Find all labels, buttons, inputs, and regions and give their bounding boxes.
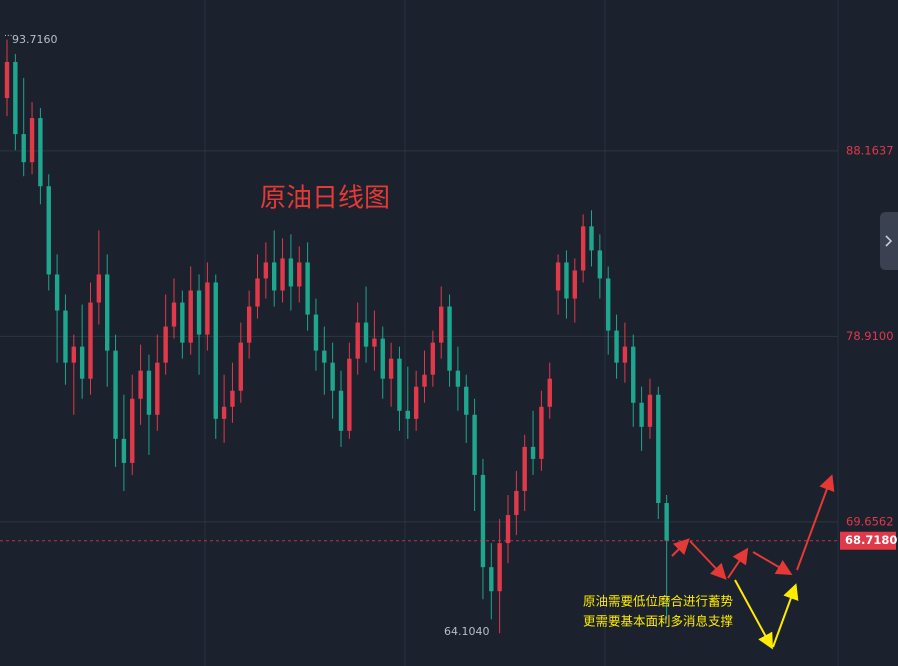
candle-body (88, 302, 93, 379)
candle-body (580, 226, 586, 271)
candle-body (439, 306, 444, 343)
candle-body (497, 543, 502, 592)
chart-title: 原油日线图 (260, 184, 390, 214)
annotation: 原油需要低位磨合进行蓄势 (583, 594, 734, 609)
y-tick-label: 69.6562 (846, 514, 894, 528)
candle-body (163, 326, 168, 363)
candle-body (263, 262, 269, 279)
candle-body (213, 282, 218, 419)
candle-body (71, 346, 76, 363)
candle-body (155, 362, 160, 415)
y-tick-label: 88.1637 (846, 143, 894, 157)
candle-body (138, 370, 143, 399)
candle-body (347, 358, 352, 431)
candle-body (622, 346, 628, 363)
annotation: 更需要基本面利多消息支撑 (583, 614, 734, 629)
candle-body (196, 290, 202, 335)
candle-body (246, 306, 252, 343)
candle-body (322, 350, 327, 363)
candle-body (388, 358, 394, 379)
candle-body (180, 302, 185, 343)
candle-body (54, 274, 60, 311)
candle-body (505, 515, 511, 544)
candle-body (121, 438, 127, 463)
candle-body (205, 282, 210, 335)
candle-body (4, 61, 10, 99)
candle-body (313, 314, 319, 351)
candle-body (514, 490, 519, 516)
candle-body (430, 342, 436, 375)
candle-body (171, 302, 177, 327)
candle-body (305, 262, 310, 315)
min-label: 64.1040 (444, 625, 490, 638)
red-arrows (671, 474, 835, 580)
candle-body (255, 278, 260, 307)
candle-body (564, 262, 569, 299)
candle-body (639, 402, 644, 427)
max-dots: ··· (4, 32, 13, 42)
candle-body (13, 61, 18, 135)
current-price-label: 68.7180 (845, 533, 897, 547)
candle-body (288, 258, 294, 287)
candle-body (96, 274, 102, 303)
candle-body (614, 330, 619, 363)
candle-body (547, 378, 552, 407)
candle-body (555, 262, 561, 291)
candle-body (464, 386, 469, 415)
candle-body (338, 390, 344, 431)
candle-body (146, 370, 152, 415)
candle-body (597, 250, 603, 279)
candle-body (455, 370, 461, 387)
candle-body (113, 350, 118, 439)
candle-body (79, 346, 85, 379)
grid (0, 150, 838, 523)
current-price-box (840, 531, 896, 550)
candle-body (372, 338, 377, 347)
candle-body (480, 474, 486, 568)
candle-body (472, 414, 477, 475)
candle-body (647, 394, 653, 427)
candle-body (522, 446, 527, 491)
candle-body (330, 362, 335, 391)
side-tab[interactable] (880, 212, 898, 270)
candle-body (272, 262, 277, 291)
candle-body (397, 358, 402, 411)
candle-body (297, 262, 302, 287)
candle-body (530, 446, 536, 459)
candle-body (238, 342, 243, 391)
candle-body (363, 322, 369, 347)
candle-body (380, 338, 385, 379)
candle-body (572, 270, 577, 299)
candle-body (489, 567, 494, 592)
candle-body (38, 118, 43, 187)
candle-body (664, 503, 669, 541)
max-label: 93.7160 (12, 33, 58, 46)
candle-body (606, 278, 611, 331)
candle-body (656, 394, 661, 504)
candle-body (280, 258, 285, 291)
candle-body (413, 386, 419, 419)
candle-body (188, 290, 193, 343)
candle-body (405, 410, 410, 419)
candle-body (422, 374, 427, 387)
candle-body (355, 322, 360, 359)
candle-body (589, 226, 594, 251)
candle-body (21, 134, 26, 163)
candle-body (631, 346, 636, 403)
candle-body (539, 406, 544, 459)
candle-body (29, 118, 35, 163)
candle-body (105, 274, 110, 351)
candle-body (130, 398, 135, 463)
candle-body (63, 310, 68, 363)
candle-body (230, 390, 235, 407)
y-tick-label: 78.9100 (846, 329, 894, 343)
candle-body (447, 306, 452, 371)
candles (4, 39, 669, 634)
vertical-grid (204, 0, 839, 666)
candle-body (221, 406, 227, 419)
yellow-arrows (734, 579, 799, 650)
candle-body (46, 186, 51, 275)
